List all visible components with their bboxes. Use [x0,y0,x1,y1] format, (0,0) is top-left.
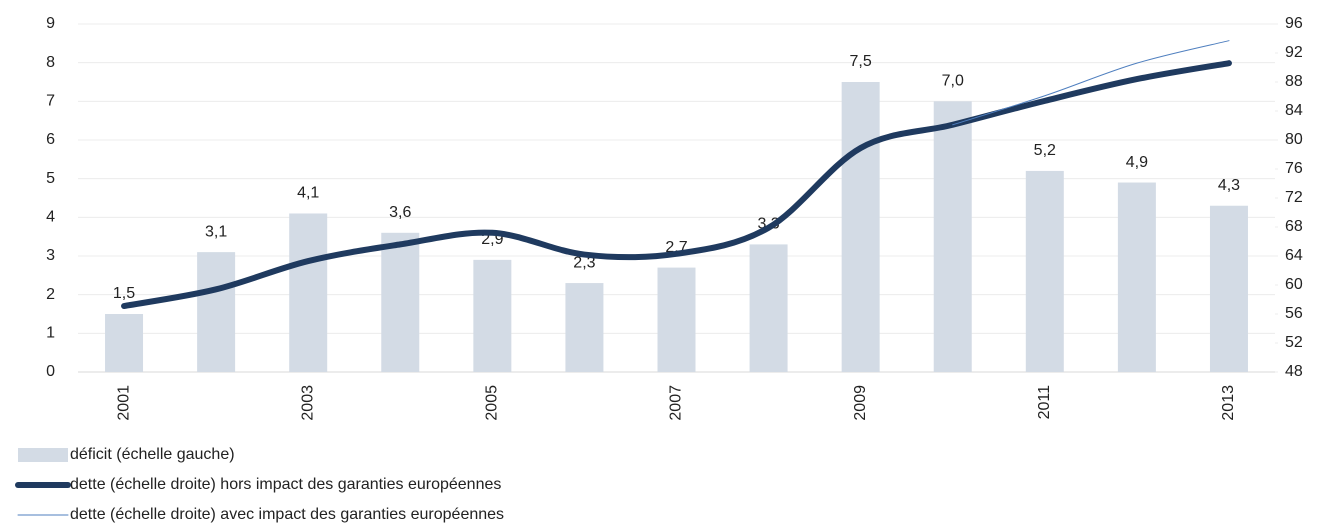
data-label: 4,3 [1218,177,1240,194]
y2-tick-label: 68 [1285,218,1303,235]
y-tick-label: 9 [46,15,55,32]
bar [1209,205,1248,372]
x-tick-label: 2005 [484,385,501,421]
bar [933,101,972,372]
y-tick-label: 6 [46,131,55,148]
data-label: 7,0 [942,73,964,90]
data-label: 1,5 [113,285,135,302]
y2-tick-label: 48 [1285,363,1303,380]
data-label: 7,5 [850,53,872,70]
y2-tick-label: 92 [1285,44,1303,61]
y-tick-label: 1 [46,325,55,342]
y2-tick-label: 76 [1285,160,1303,177]
y-tick-label: 4 [46,209,55,226]
y2-tick-label: 60 [1285,276,1303,293]
line [952,40,1230,126]
bar [1025,170,1064,372]
y2-tick-label: 84 [1285,102,1303,119]
data-label: 2,3 [573,254,595,271]
x-tick-label: 2013 [1220,385,1237,421]
data-label: 3,1 [205,223,227,240]
y-tick-label: 0 [46,363,55,380]
bar [657,267,696,372]
y2-tick-label: 80 [1285,131,1303,148]
data-label: 4,1 [297,185,319,202]
y2-tick-label: 72 [1285,189,1303,206]
data-label: 4,9 [1126,154,1148,171]
x-tick-label: 2003 [299,385,316,421]
x-tick-label: 2011 [1036,385,1053,420]
y2-tick-label: 64 [1285,247,1303,264]
bar [565,283,604,372]
bar [841,82,880,372]
y-tick-label: 8 [46,54,55,71]
legend-label: dette (échelle droite) hors impact des g… [70,476,501,493]
x-tick-label: 2007 [668,385,685,421]
data-label: 3,6 [389,204,411,221]
bar [1117,182,1156,372]
bar [473,259,512,372]
legend-swatch [18,448,68,462]
legend-label: dette (échelle droite) avec impact des g… [70,506,504,523]
x-tick-label: 2009 [852,385,869,421]
data-label: 5,2 [1034,142,1056,159]
y2-tick-label: 56 [1285,305,1303,322]
legend-label: déficit (échelle gauche) [70,446,235,463]
bar [105,314,144,372]
y2-tick-label: 96 [1285,15,1303,32]
bar [289,213,328,372]
y2-tick-label: 88 [1285,73,1303,90]
y-tick-label: 5 [46,170,55,187]
bar [381,232,420,372]
line [121,60,1232,310]
x-tick-label: 2001 [115,385,132,421]
bar [197,252,236,372]
y-tick-label: 7 [46,93,55,110]
y-tick-label: 2 [46,286,55,303]
y2-tick-label: 52 [1285,334,1303,351]
bar [749,244,788,372]
y-tick-label: 3 [46,247,55,264]
